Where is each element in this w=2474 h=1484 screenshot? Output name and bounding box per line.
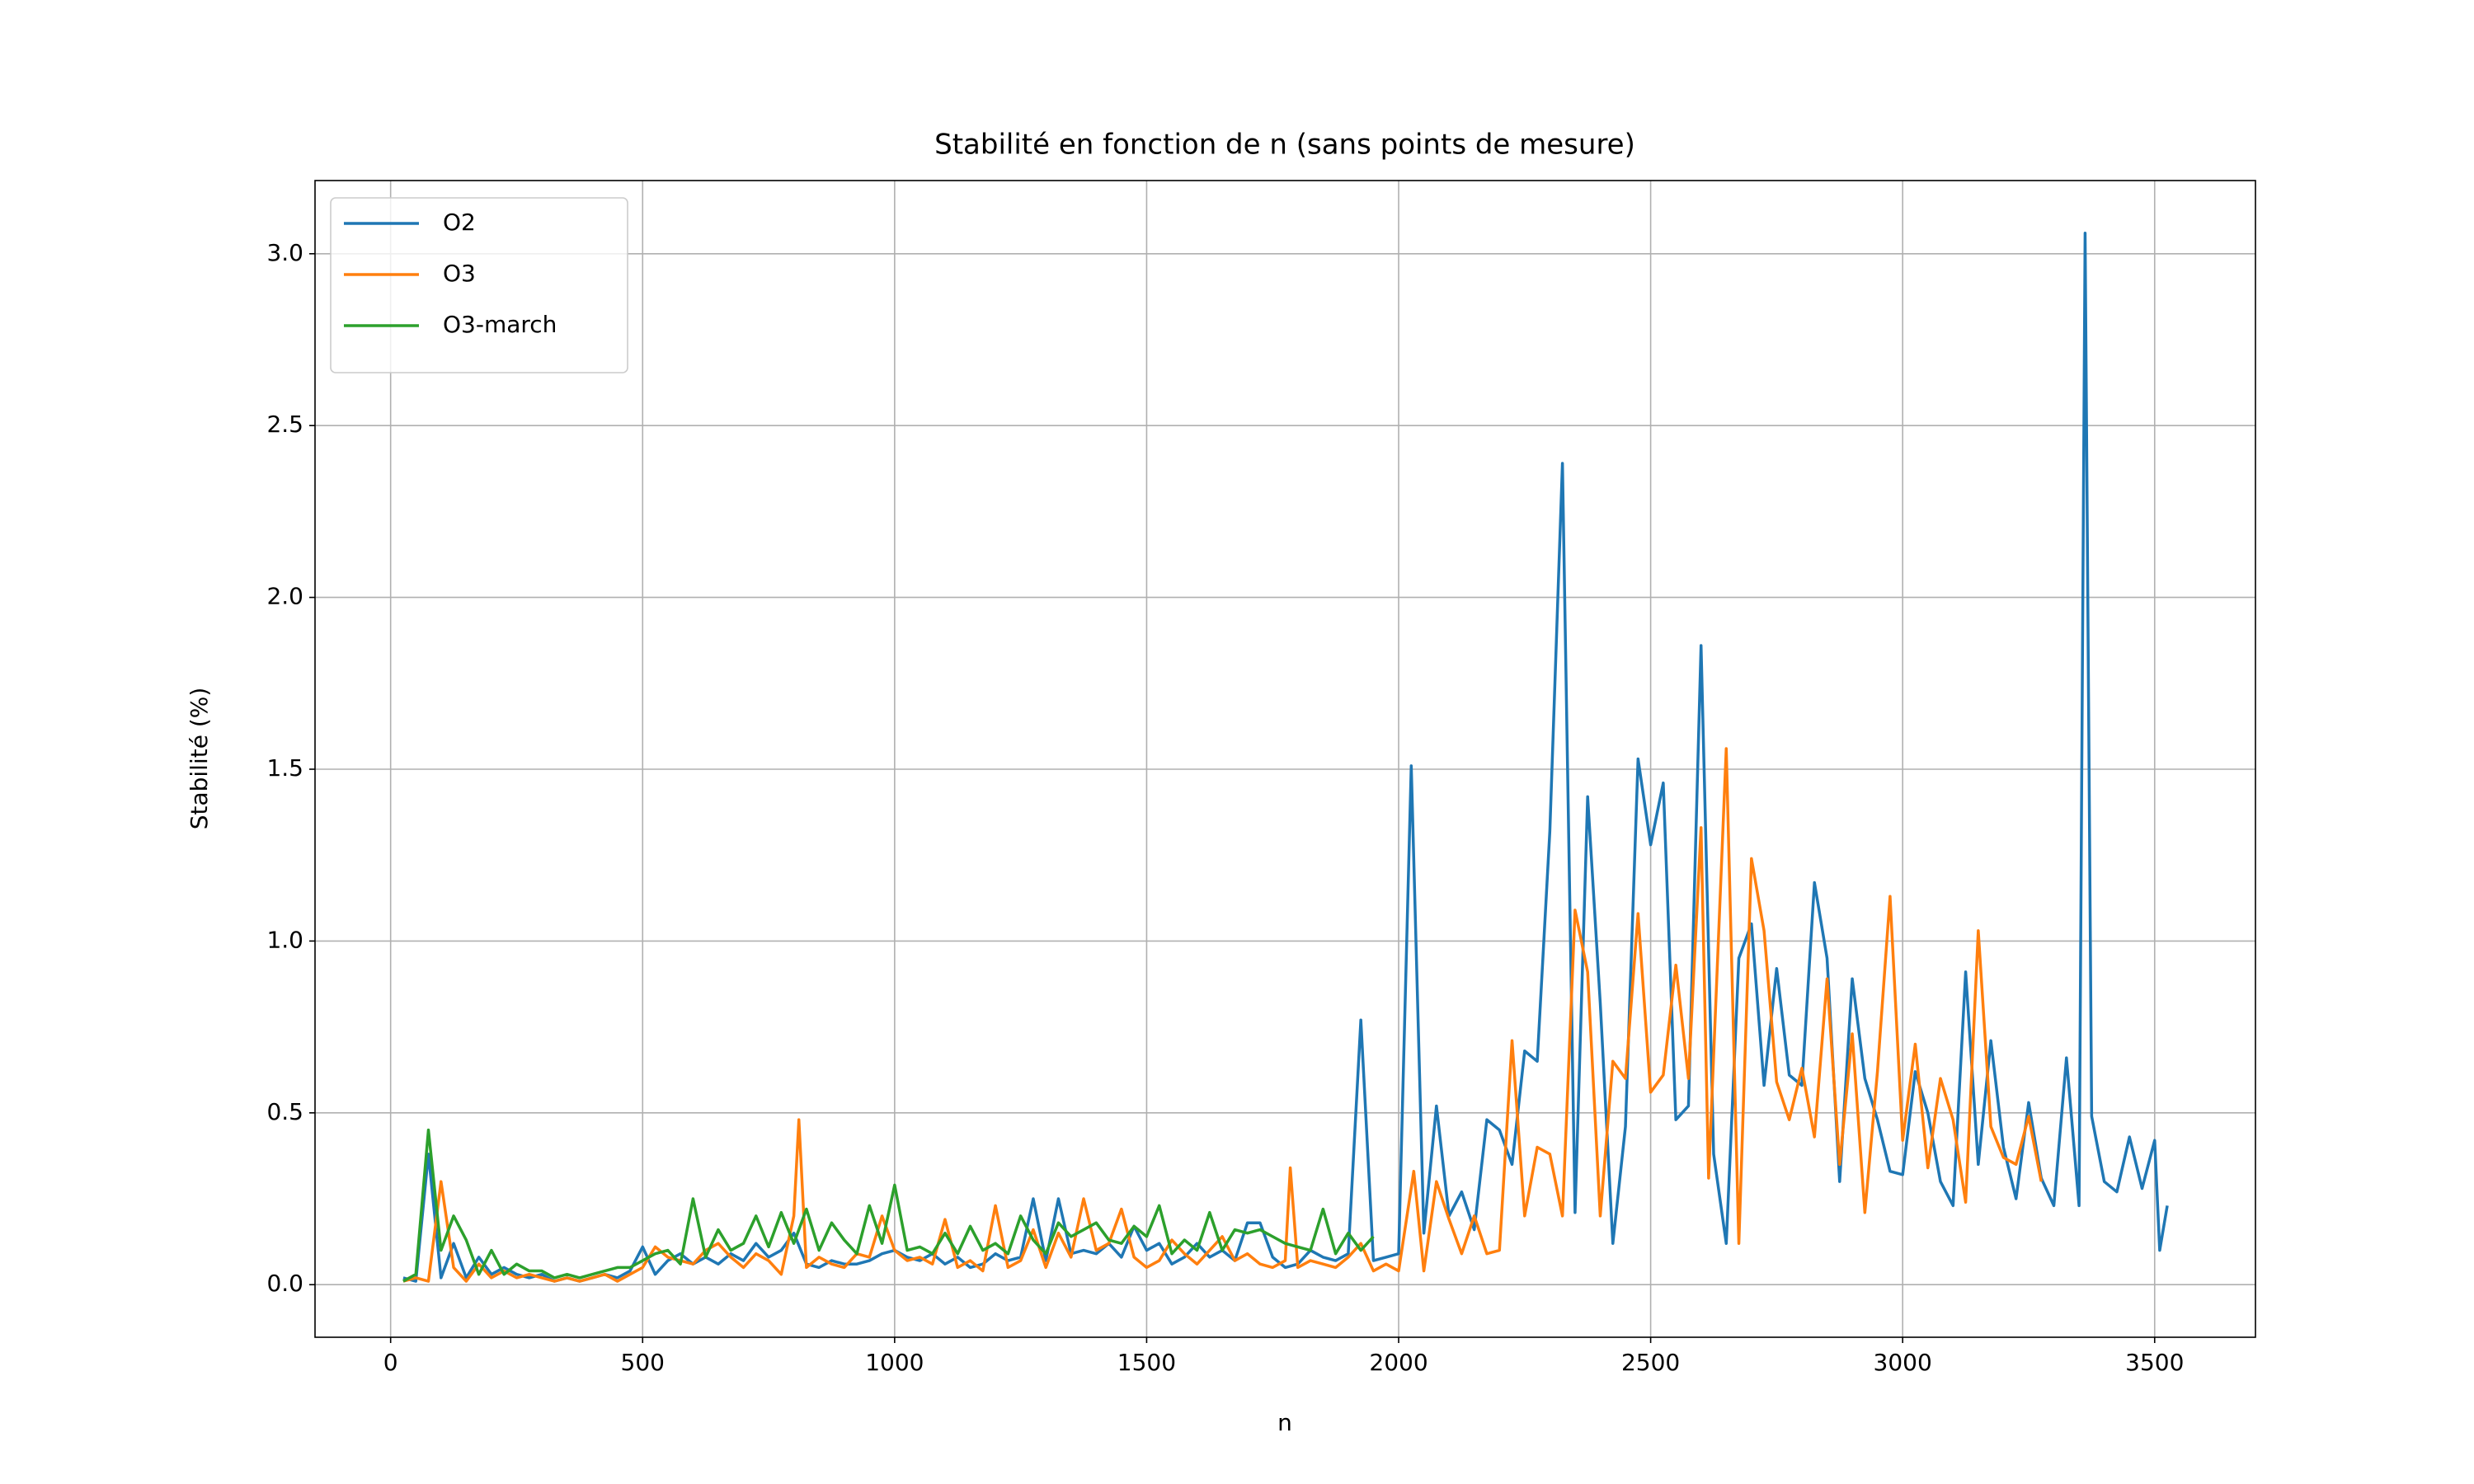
data-line: [402, 1128, 1375, 1283]
x-tick-label: 1500: [1117, 1349, 1176, 1376]
x-tick-label: 1000: [865, 1349, 924, 1376]
legend-box: [330, 197, 628, 373]
legend: O2 O3 O3-march: [330, 197, 628, 373]
x-tick-label: 500: [621, 1349, 665, 1376]
x-tick-label: 0: [383, 1349, 398, 1376]
y-tick-label: 2.0: [266, 583, 303, 610]
x-tick-label: 3000: [1874, 1349, 1932, 1376]
chart-title: Stabilité en fonction de n (sans points …: [934, 129, 1635, 162]
y-tick-label: 1.5: [266, 754, 303, 782]
legend-label: O3: [443, 260, 476, 287]
x-axis-label: n: [1277, 1409, 1292, 1436]
y-axis-label: Stabilité (%): [186, 688, 213, 830]
x-tick-label: 2500: [1621, 1349, 1680, 1376]
y-tick-label: 0.5: [266, 1098, 303, 1125]
x-tick-label: 2000: [1369, 1349, 1427, 1376]
y-tick-label: 0.0: [266, 1270, 303, 1297]
legend-label: O2: [443, 209, 476, 236]
y-tick-label: 1.0: [266, 926, 303, 953]
plot-frame: [314, 180, 2256, 1338]
y-tick-label: 3.0: [266, 239, 303, 266]
y-tick-label: 2.5: [266, 411, 303, 438]
legend-label: O3-march: [443, 311, 557, 338]
x-tick-label: 3500: [2125, 1349, 2184, 1376]
